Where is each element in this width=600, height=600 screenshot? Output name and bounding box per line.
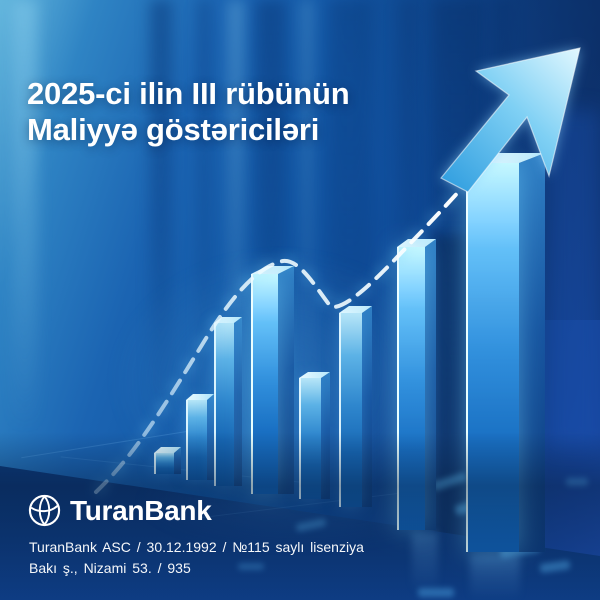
footer-line-1: TuranBank ASC / 30.12.1992 / №115 saylı … xyxy=(29,539,364,555)
bar-8 xyxy=(466,153,545,552)
bar-side-face xyxy=(234,317,242,486)
bar-front-face xyxy=(214,323,234,486)
trend-line-glow xyxy=(92,186,465,496)
background-shade xyxy=(432,235,468,555)
bar-side-face xyxy=(174,447,181,474)
globe-icon xyxy=(28,494,61,527)
bar-side-face xyxy=(425,239,436,530)
bar-top-face xyxy=(154,447,181,453)
bar-side-face xyxy=(362,306,372,507)
footer-info: TuranBank ASC / 30.12.1992 / №115 saylı … xyxy=(29,537,364,579)
background-streak xyxy=(300,0,314,430)
floor-glow-decoration xyxy=(238,563,264,570)
bar-7 xyxy=(397,239,436,530)
bar-top-face xyxy=(299,372,330,378)
title-line-1: 2025-ci ilin III rübünün xyxy=(27,76,350,111)
floor-glow-decoration xyxy=(418,588,454,597)
bar-front-face xyxy=(397,247,425,530)
bar-front-face xyxy=(339,313,362,507)
bar-top-face xyxy=(466,153,545,163)
bar-3 xyxy=(214,317,242,486)
bar-front-face xyxy=(186,400,207,480)
growth-arrow-icon xyxy=(440,47,581,193)
logo-wordmark: TuranBank xyxy=(70,494,212,526)
background-band xyxy=(548,110,600,450)
bar-side-face xyxy=(519,153,545,552)
floor-glow-decoration xyxy=(566,478,588,486)
page-title: 2025-ci ilin III rübünün Maliyyə göstəri… xyxy=(27,76,350,148)
bar-front-face xyxy=(154,453,174,474)
bar-1 xyxy=(154,447,181,474)
bar-6 xyxy=(339,306,372,507)
title-line-2: Maliyyə göstəriciləri xyxy=(27,112,320,147)
bar-2 xyxy=(186,394,214,480)
bar-front-face xyxy=(251,274,278,494)
bar-front-face xyxy=(466,163,519,552)
bar-side-face xyxy=(278,266,294,494)
bar-reflection xyxy=(470,554,520,600)
bar-top-face xyxy=(214,317,242,323)
trend-line xyxy=(94,187,463,494)
bar-side-face xyxy=(207,394,214,480)
bar-top-face xyxy=(339,306,372,313)
bar-top-face xyxy=(251,266,294,274)
bar-front-face xyxy=(299,378,321,499)
background-streak xyxy=(12,0,38,430)
bar-side-face xyxy=(321,372,330,499)
background-streak xyxy=(150,0,172,430)
footer-line-2: Bakı ş., Nizami 53. / 935 xyxy=(29,560,191,576)
bar-4 xyxy=(251,266,294,494)
background-streak xyxy=(198,0,210,430)
bar-reflection xyxy=(412,532,438,592)
bar-top-face xyxy=(186,394,214,400)
bar-5 xyxy=(299,372,330,499)
logo: TuranBank xyxy=(28,494,212,527)
